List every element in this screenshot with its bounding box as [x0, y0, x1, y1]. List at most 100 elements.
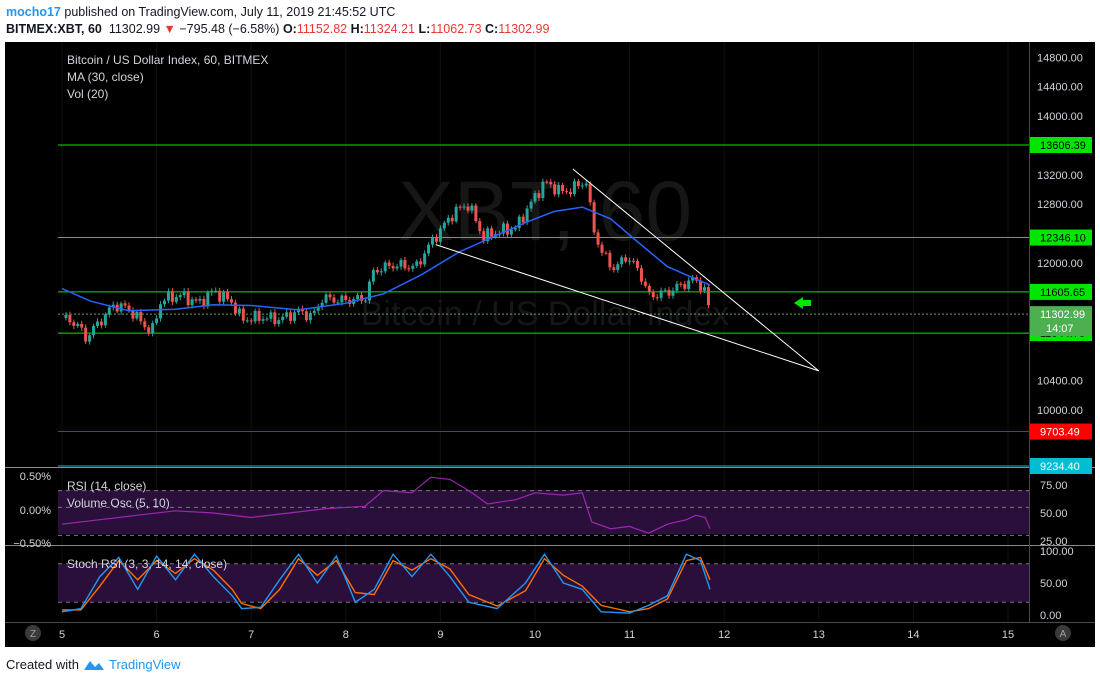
candle-body — [131, 309, 135, 319]
price-change: −795.48 (−6.58%) — [179, 22, 280, 36]
candle-body — [576, 181, 580, 187]
candle-body — [486, 228, 490, 242]
candle-body — [663, 289, 667, 291]
y-tick-label: 10400.00 — [1037, 375, 1083, 387]
x-tick-label: 7 — [248, 629, 254, 641]
candle-body — [699, 280, 703, 291]
candle-body — [304, 311, 308, 321]
trading-chart[interactable]: XBT, 60 Bitcoin / US Dollar Index 5 6 7 8 9 1… — [0, 42, 1100, 648]
candle-body — [277, 320, 281, 325]
candle-body — [127, 305, 131, 310]
candle-body — [568, 191, 572, 195]
candle-body — [545, 181, 549, 183]
candle-body — [103, 314, 107, 326]
published-text: published on TradingView.com, July 11, 2… — [60, 5, 396, 19]
tradingview-brand-link[interactable]: TradingView — [108, 657, 181, 672]
candle-body — [328, 294, 332, 298]
auto-scale-button-label: A — [1060, 629, 1067, 640]
candle-body — [293, 312, 297, 321]
candle-body — [541, 181, 545, 198]
candle-body — [635, 260, 639, 269]
last-price-badge — [1030, 306, 1092, 337]
candle-body — [561, 184, 565, 192]
x-tick-label: 12 — [718, 629, 730, 641]
candle-body — [423, 253, 427, 265]
level-badge-label: 9234.40 — [1040, 461, 1080, 473]
candle-body — [281, 316, 285, 321]
rsi-legend: RSI (14, close) — [67, 479, 146, 493]
bar-countdown-label: 14:07 — [1046, 323, 1074, 335]
candle-body — [702, 287, 706, 291]
candle-body — [316, 306, 320, 311]
last-price-badge-label: 11302.99 — [1040, 309, 1085, 321]
footer: Created with TradingView — [6, 657, 181, 672]
created-with-text: Created with — [6, 657, 79, 672]
candle-body — [659, 290, 663, 298]
candle-body — [324, 294, 328, 303]
ma-legend: MA (30, close) — [67, 70, 144, 84]
candle-body — [580, 185, 584, 187]
candle-body — [92, 326, 96, 336]
candle-body — [604, 252, 608, 254]
rsi-right-tick-label: 25.00 — [1040, 536, 1068, 548]
candle-body — [237, 308, 241, 314]
candle-body — [222, 291, 226, 302]
candle-body — [671, 290, 675, 296]
candle-body — [229, 299, 233, 303]
candle-body — [241, 308, 245, 321]
candle-body — [608, 252, 612, 268]
candle-body — [99, 321, 103, 326]
candle-body — [375, 269, 379, 273]
x-tick-label: 9 — [437, 629, 443, 641]
y-tick-label: 14000.00 — [1037, 111, 1083, 123]
auto-scale-button[interactable]: A — [1055, 625, 1071, 641]
candle-body — [336, 302, 340, 304]
candle-body — [415, 261, 419, 266]
low-label: L: — [418, 22, 431, 36]
candle-body — [395, 266, 399, 269]
candle-body — [273, 312, 277, 325]
candle-body — [655, 297, 659, 299]
publisher-link[interactable]: mocho17 — [6, 5, 61, 19]
candle-body — [285, 312, 289, 317]
candle-body — [431, 237, 435, 245]
trendline[interactable] — [572, 168, 820, 372]
stoch-right-tick-label: 50.00 — [1040, 578, 1068, 590]
candle-body — [462, 206, 466, 208]
stoch-right-tick-label: 100.00 — [1040, 546, 1074, 558]
candle-body — [584, 183, 588, 186]
candle-body — [600, 244, 604, 253]
symbol-watermark: XBT, 60 — [398, 164, 692, 258]
candle-body — [174, 297, 178, 302]
zoom-button[interactable]: Z — [25, 625, 41, 641]
tradingview-logo-icon — [83, 660, 104, 670]
candle-body — [107, 307, 111, 315]
rsi-left-tick-label: 0.00% — [20, 505, 51, 517]
stoch-k-line — [61, 552, 711, 614]
candle-body — [190, 299, 194, 306]
candle-body — [214, 290, 218, 292]
candle-body — [517, 216, 521, 228]
candle-body — [391, 265, 395, 269]
candle-body — [139, 311, 143, 322]
candle-body — [383, 262, 387, 272]
candle-body — [438, 228, 442, 242]
rsi-left-tick-label: −0.50% — [13, 538, 51, 550]
trendline[interactable] — [435, 244, 819, 372]
candle-body — [68, 314, 72, 323]
candle-body — [261, 319, 265, 321]
candle-body — [691, 277, 695, 281]
vol-legend: Vol (20) — [67, 87, 108, 101]
open-value: 11152.82 — [296, 22, 348, 36]
candle-body — [639, 268, 643, 282]
candle-body — [505, 223, 509, 235]
candle-body — [553, 184, 557, 195]
candle-body — [620, 257, 624, 265]
candle-body — [643, 281, 647, 286]
candle-body — [624, 257, 628, 262]
candle-body — [308, 312, 312, 321]
candle-body — [706, 287, 710, 306]
x-tick-label: 13 — [813, 629, 825, 641]
name-watermark: Bitcoin / US Dollar Index — [361, 295, 730, 333]
candle-body — [490, 228, 494, 237]
